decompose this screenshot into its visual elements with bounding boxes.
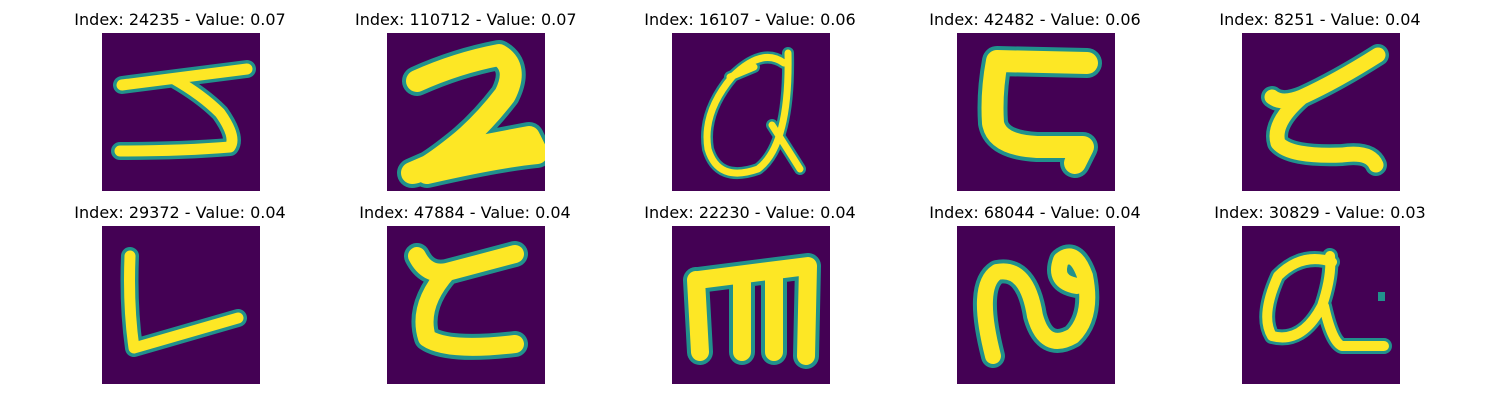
- panel-title: Index: 42482 - Value: 0.06: [929, 10, 1141, 29]
- glyph-stroke: [401, 44, 545, 184]
- image-panel-2: Index: 110712 - Value: 0.07: [355, 10, 577, 200]
- image-panel-10: Index: 30829 - Value: 0.03: [1210, 203, 1430, 393]
- panel-title: Index: 24235 - Value: 0.07: [74, 10, 286, 29]
- handwritten-glyph-image: [672, 226, 830, 384]
- handwritten-glyph-image: [102, 33, 260, 191]
- glyph-stroke: [981, 50, 1098, 174]
- handwritten-glyph-image: [102, 226, 260, 384]
- handwritten-glyph-image: [1242, 226, 1400, 384]
- handwritten-glyph-image: [387, 33, 545, 191]
- image-background: [102, 33, 260, 191]
- handwritten-glyph-image: [957, 226, 1115, 384]
- glyph-stroke: [124, 250, 244, 354]
- image-panel-4: Index: 42482 - Value: 0.06: [925, 10, 1145, 200]
- panel-title: Index: 30829 - Value: 0.03: [1214, 203, 1426, 222]
- panel-title: Index: 47884 - Value: 0.04: [359, 203, 571, 222]
- glyph-stroke: [114, 63, 253, 157]
- panel-title: Index: 110712 - Value: 0.07: [355, 10, 577, 29]
- glyph-stroke: [977, 248, 1096, 364]
- image-panel-8: Index: 22230 - Value: 0.04: [640, 203, 860, 393]
- glyph-dot: [1378, 292, 1385, 301]
- panel-title: Index: 16107 - Value: 0.06: [644, 10, 856, 29]
- handwritten-glyph-image: [957, 33, 1115, 191]
- glyph-stroke: [1262, 251, 1389, 351]
- panel-title: Index: 68044 - Value: 0.04: [929, 203, 1141, 222]
- panel-title: Index: 22230 - Value: 0.04: [644, 203, 856, 222]
- image-panel-6: Index: 29372 - Value: 0.04: [70, 203, 290, 393]
- glyph-stroke: [703, 49, 804, 177]
- image-panel-3: Index: 16107 - Value: 0.06: [640, 10, 860, 200]
- panel-title: Index: 29372 - Value: 0.04: [74, 203, 286, 222]
- handwritten-glyph-image: [387, 226, 545, 384]
- panel-title: Index: 8251 - Value: 0.04: [1219, 10, 1421, 29]
- handwritten-glyph-image: [672, 33, 830, 191]
- image-panel-7: Index: 47884 - Value: 0.04: [355, 203, 575, 393]
- glyph-stroke: [408, 245, 524, 356]
- handwritten-glyph-image: [1242, 33, 1400, 191]
- glyph-stroke: [687, 257, 817, 365]
- image-panel-1: Index: 24235 - Value: 0.07: [70, 10, 290, 200]
- glyph-stroke: [1264, 47, 1386, 173]
- image-panel-5: Index: 8251 - Value: 0.04: [1210, 10, 1430, 200]
- image-panel-9: Index: 68044 - Value: 0.04: [925, 203, 1145, 393]
